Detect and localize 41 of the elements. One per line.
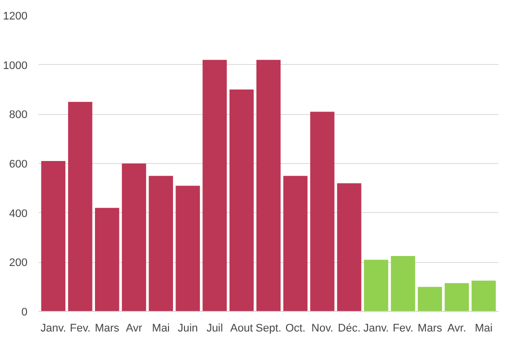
bar xyxy=(337,183,362,312)
x-tick-label: Juil xyxy=(206,322,223,334)
x-tick-label: Mars xyxy=(94,322,120,334)
x-tick-label: Fev. xyxy=(392,322,414,334)
bar xyxy=(310,112,334,312)
bar xyxy=(202,60,227,312)
x-tick-label: Mai xyxy=(152,322,170,334)
bar xyxy=(256,60,281,312)
bar xyxy=(148,176,174,312)
y-tick-label: 0 xyxy=(21,306,28,318)
bar xyxy=(283,176,308,312)
x-tick-label: Janv. xyxy=(363,322,389,334)
bar xyxy=(94,208,120,312)
x-tick-label: Avr xyxy=(126,322,142,334)
y-tick-label: 1200 xyxy=(3,10,28,22)
bar xyxy=(472,280,496,312)
bar xyxy=(176,186,200,312)
x-tick-label: Déc. xyxy=(338,322,361,334)
bar xyxy=(390,256,416,312)
bar xyxy=(41,161,66,312)
y-tick-label: 200 xyxy=(9,257,28,270)
x-tick-label: Mars xyxy=(418,322,443,334)
x-tick-label: Mai xyxy=(474,322,493,334)
bar xyxy=(364,260,388,312)
x-tick-label: Janv. xyxy=(40,322,66,334)
x-tick-label: Avr. xyxy=(447,322,466,334)
bar xyxy=(444,283,469,312)
bar xyxy=(122,164,146,312)
x-tick-label: Sept. xyxy=(256,322,282,334)
x-tick-label: Juin xyxy=(178,322,198,334)
y-tick-label: 1000 xyxy=(3,60,28,72)
x-tick-label: Fev. xyxy=(70,322,90,334)
y-tick-label: 400 xyxy=(9,208,28,220)
bar xyxy=(229,90,254,312)
x-tick-label: Aout xyxy=(230,322,253,334)
y-tick-label: 600 xyxy=(9,158,28,170)
x-tick-label: Oct. xyxy=(285,322,306,334)
bar xyxy=(418,286,442,312)
x-tick-label: Nov. xyxy=(311,322,334,334)
y-tick-label: 800 xyxy=(9,109,28,122)
bar xyxy=(68,102,92,312)
